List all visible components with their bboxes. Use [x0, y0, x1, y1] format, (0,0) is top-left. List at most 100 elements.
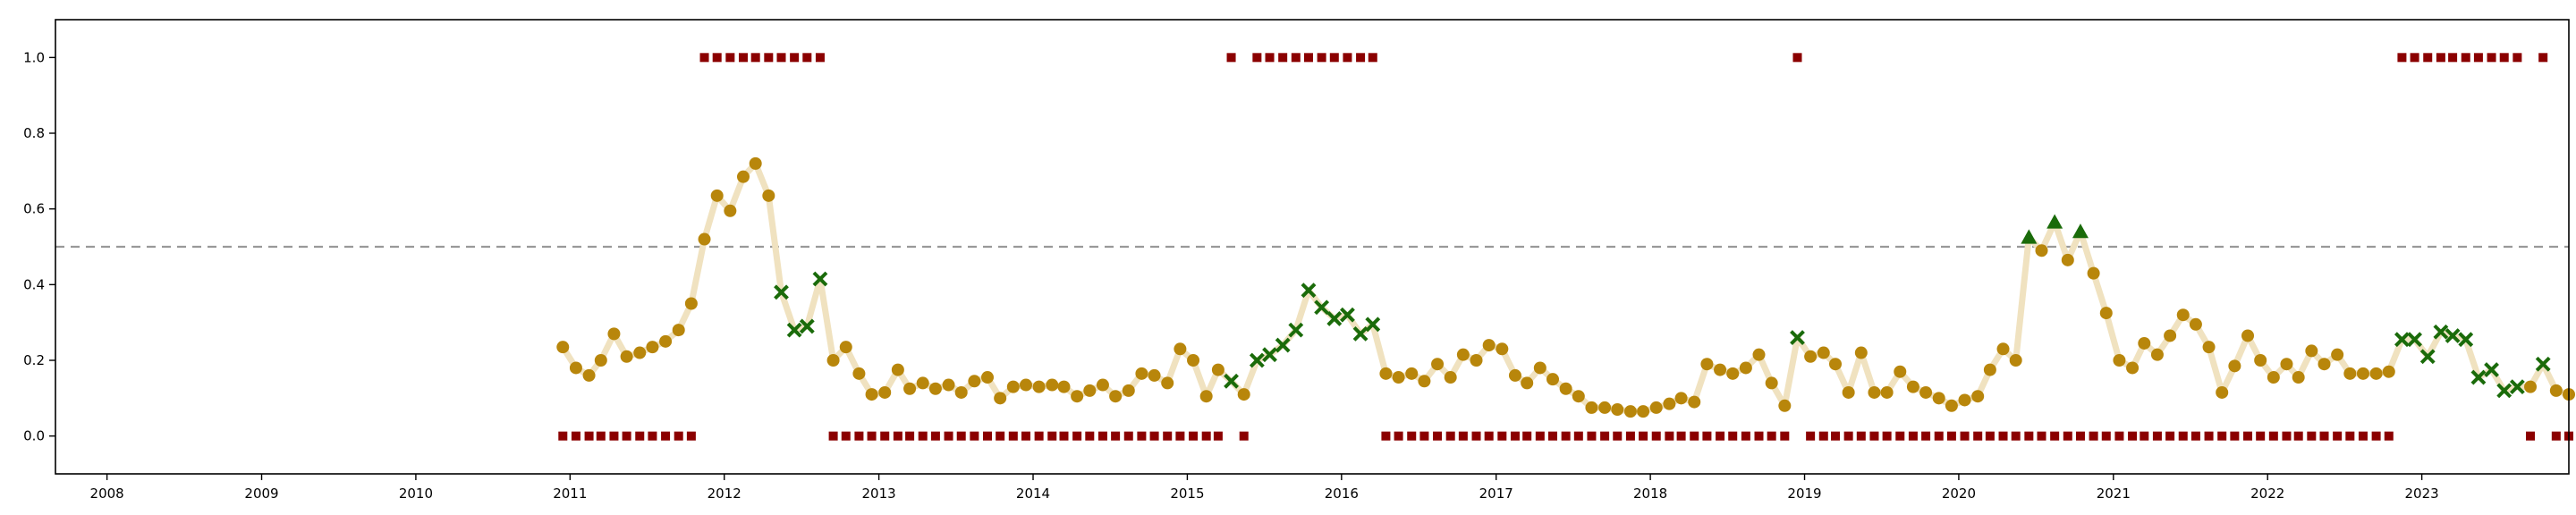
score-point: [633, 346, 647, 359]
score-point-x: [799, 318, 815, 334]
score-point: [1894, 365, 1907, 378]
binary-point: [1741, 431, 1750, 441]
score-point: [2087, 266, 2100, 280]
score-point: [2113, 354, 2126, 367]
score-point-x: [1262, 347, 1277, 363]
score-point: [1623, 405, 1637, 418]
x-tick-label: 2008: [90, 485, 124, 502]
x-tick-label: 2020: [1942, 485, 1976, 502]
x-tick-label: 2012: [708, 485, 741, 502]
binary-point: [1973, 431, 1983, 441]
score-point: [672, 324, 685, 337]
score-point: [659, 334, 673, 348]
binary-point: [918, 431, 928, 441]
score-point-x: [1224, 373, 1239, 389]
binary-point: [1137, 431, 1147, 441]
score-point: [1174, 342, 1187, 356]
binary-point: [2473, 53, 2483, 63]
binary-point: [1946, 431, 1956, 441]
score-point-x: [1790, 330, 1805, 346]
binary-point: [2268, 431, 2278, 441]
score-point-x: [786, 322, 802, 338]
score-point: [852, 367, 866, 380]
binary-point: [2333, 431, 2343, 441]
score-point: [1804, 350, 1818, 363]
score-point: [1211, 363, 1224, 376]
binary-point: [1806, 431, 1816, 441]
score-point: [582, 368, 596, 382]
binary-point: [2436, 53, 2445, 63]
score-point: [1559, 382, 1572, 395]
binary-point: [1484, 431, 1494, 441]
binary-point: [1303, 53, 1313, 63]
score-point: [2009, 354, 2022, 367]
binary-point: [1343, 53, 1352, 63]
score-point: [1199, 390, 1213, 403]
score-point: [942, 378, 955, 392]
score-point-x: [2394, 332, 2410, 348]
binary-point: [930, 431, 940, 441]
score-point-x: [1365, 317, 1381, 333]
score-point: [1083, 384, 1097, 397]
score-point-x: [2470, 369, 2487, 385]
binary-point: [1497, 431, 1507, 441]
score-point: [2202, 341, 2216, 354]
score-point-x: [1352, 325, 1368, 342]
score-point: [1019, 378, 1032, 392]
score-point: [1508, 368, 1521, 382]
binary-point: [1856, 431, 1866, 441]
plot-area: [55, 53, 2575, 441]
binary-point: [1252, 53, 1262, 63]
score-point: [2099, 307, 2113, 320]
score-point-x: [1288, 322, 1304, 338]
binary-point: [1882, 431, 1892, 441]
score-point: [1456, 348, 1470, 361]
binary-point: [558, 431, 568, 441]
binary-point: [1047, 431, 1057, 441]
score-point: [1392, 371, 1405, 384]
binary-point: [2024, 431, 2034, 441]
binary-point: [635, 431, 645, 441]
score-point: [1817, 346, 1830, 359]
score-point: [994, 392, 1007, 405]
binary-point: [2204, 431, 2214, 441]
score-point-x: [1249, 352, 1265, 368]
score-point: [620, 350, 633, 363]
binary-point: [1265, 53, 1275, 63]
score-point: [903, 382, 917, 395]
binary-point: [584, 431, 594, 441]
score-point: [2164, 329, 2177, 342]
binary-point: [2165, 431, 2175, 441]
binary-point: [1085, 431, 1095, 441]
score-point: [1919, 385, 1933, 399]
score-point: [1880, 385, 1894, 399]
binary-point: [1754, 431, 1764, 441]
binary-point: [2538, 53, 2548, 63]
score-point: [2292, 371, 2305, 384]
score-point: [684, 297, 698, 310]
score-point: [1006, 380, 1020, 393]
binary-point: [1651, 431, 1661, 441]
x-tick-label: 2018: [1633, 485, 1667, 502]
score-point: [1688, 395, 1701, 409]
binary-point: [2551, 431, 2561, 441]
score-point: [1598, 401, 1612, 414]
score-point: [916, 376, 929, 390]
binary-point: [2282, 431, 2292, 441]
binary-point: [841, 431, 851, 441]
score-point: [1135, 367, 1148, 380]
binary-point: [2358, 431, 2368, 441]
binary-point: [2293, 431, 2303, 441]
binary-point: [1510, 431, 1520, 441]
score-point: [2549, 384, 2563, 397]
score-point: [724, 204, 737, 217]
binary-point: [1407, 431, 1417, 441]
binary-point: [2089, 431, 2098, 441]
binary-point: [609, 431, 619, 441]
score-point: [1611, 403, 1624, 417]
score-point: [891, 363, 904, 376]
binary-point: [1625, 431, 1635, 441]
binary-point: [2345, 431, 2355, 441]
score-point: [710, 189, 724, 202]
